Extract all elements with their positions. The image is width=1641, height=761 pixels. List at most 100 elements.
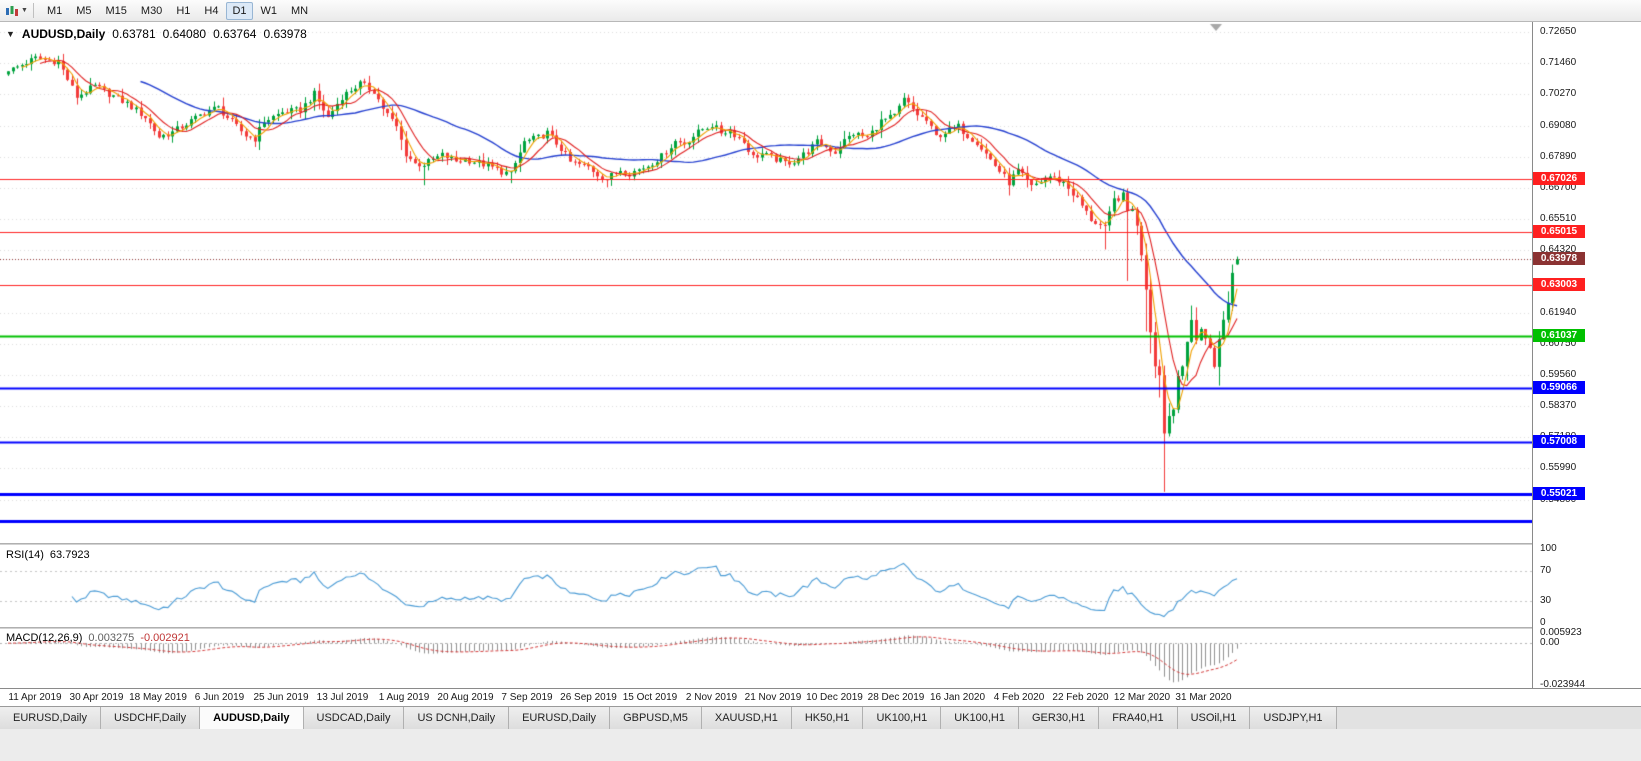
chart-tab-us dcnh[interactable]: US DCNH,Daily xyxy=(404,707,510,729)
date-axis-label: 22 Feb 2020 xyxy=(1052,692,1109,703)
date-axis-label: 13 Jul 2019 xyxy=(316,692,369,703)
price-axis-label: 0.58370 xyxy=(1540,400,1577,412)
rsi-value: 63.7923 xyxy=(49,549,90,561)
macd-panel-canvas[interactable] xyxy=(0,629,1532,687)
chart-tab-usoil[interactable]: USOil,H1 xyxy=(1177,707,1251,729)
timeframe-button-h4[interactable]: H4 xyxy=(204,4,219,17)
macd-signal-value: -0.002921 xyxy=(140,632,190,644)
price-axis-label: 0.71460 xyxy=(1540,57,1577,69)
candlestick-chart-glyph xyxy=(6,5,18,16)
timeframe-button-m5[interactable]: M5 xyxy=(76,4,92,17)
price-level-badge: 0.67026 xyxy=(1533,172,1585,186)
open-value: 0.63781 xyxy=(112,27,156,41)
chart-tab-uk100[interactable]: UK100,H1 xyxy=(863,707,942,729)
status-area xyxy=(0,729,1641,761)
date-axis-label: 16 Jan 2020 xyxy=(929,692,986,703)
date-axis-label: 10 Dec 2019 xyxy=(806,692,863,703)
rsi-axis-label: 100 xyxy=(1540,543,1557,554)
price-axis-label: 0.64320 xyxy=(1540,244,1577,256)
chart-tab-hk50[interactable]: HK50,H1 xyxy=(791,707,864,729)
chart-type-dropdown-icon[interactable]: ▼ xyxy=(21,7,28,14)
macd-axis-label: 0.005923 xyxy=(1540,626,1582,638)
macd-name: MACD(12,26,9) xyxy=(6,632,83,644)
price-chart-canvas[interactable] xyxy=(0,22,1532,543)
date-axis-label: 1 Aug 2019 xyxy=(378,692,430,703)
close-value: 0.63978 xyxy=(263,27,307,41)
date-axis-label: 21 Nov 2019 xyxy=(744,692,802,703)
price-level-badge: 0.61037 xyxy=(1533,329,1585,343)
chart-tab-eurusd[interactable]: EURUSD,Daily xyxy=(509,707,611,729)
price-level-badge: 0.65015 xyxy=(1533,225,1585,239)
price-level-badge: 0.63003 xyxy=(1533,277,1585,291)
timeframe-button-m15[interactable]: M15 xyxy=(105,4,127,17)
rsi-axis-label: 30 xyxy=(1540,594,1552,606)
price-level-badge: 0.55021 xyxy=(1533,486,1585,500)
chart-type-icon[interactable] xyxy=(3,3,21,19)
rsi-name: RSI(14) xyxy=(6,549,44,561)
price-axis[interactable]: 0.72650 0.71460 0.70270 0.69080 0.67890 0.667… xyxy=(1532,22,1641,691)
chart-tab-usdchf[interactable]: USDCHF,Daily xyxy=(100,707,201,729)
timeframes-toolbar: ▼ M1 M5 M15 M30 H1 H4 D1 W1 MN xyxy=(0,0,1641,22)
price-axis-label: 0.72650 xyxy=(1540,26,1577,37)
date-axis-label: 31 Mar 2020 xyxy=(1175,692,1232,703)
price-axis-label: 0.55990 xyxy=(1540,462,1577,474)
date-axis-label: 15 Oct 2019 xyxy=(622,692,678,703)
chart-tab-uk100[interactable]: UK100,H1 xyxy=(941,707,1019,729)
date-axis-label: 2 Nov 2019 xyxy=(685,692,738,703)
rsi-panel-canvas[interactable] xyxy=(0,545,1532,627)
date-axis-label: 30 Apr 2019 xyxy=(69,692,124,703)
timeframe-buttons-group: M1 M5 M15 M30 H1 H4 D1 W1 MN xyxy=(40,1,315,20)
price-axis-label: 0.69080 xyxy=(1540,119,1577,131)
date-axis-label: 20 Aug 2019 xyxy=(437,692,494,703)
high-value: 0.64080 xyxy=(162,27,207,41)
chart-tabs-bar: EURUSD,Daily USDCHF,Daily AUDUSD,Daily USDC… xyxy=(0,706,1641,729)
panel-splitter[interactable] xyxy=(0,543,1532,545)
price-axis-label: 0.70270 xyxy=(1540,88,1577,100)
timeframe-button-m1[interactable]: M1 xyxy=(46,4,63,17)
chart-symbol-label: AUDUSD,Daily xyxy=(21,27,106,41)
timeframe-button-h1[interactable]: H1 xyxy=(176,4,191,17)
price-level-badge: 0.57008 xyxy=(1533,434,1585,448)
timeframe-button-d1[interactable]: D1 xyxy=(226,1,253,20)
date-axis-label: 12 Mar 2020 xyxy=(1113,692,1171,703)
timeframe-button-w1[interactable]: W1 xyxy=(260,4,278,17)
chart-menu-icon[interactable]: ▼ xyxy=(6,29,15,39)
date-axis-label: 28 Dec 2019 xyxy=(867,692,925,703)
panel-splitter[interactable] xyxy=(0,627,1532,629)
chart-tab-audusd[interactable]: AUDUSD,Daily xyxy=(200,707,304,729)
date-axis-label: 25 Jun 2019 xyxy=(253,692,309,703)
macd-axis-label: -0.023944 xyxy=(1540,679,1586,691)
date-axis-label: 26 Sep 2019 xyxy=(560,692,617,703)
timeframe-button-mn[interactable]: MN xyxy=(291,4,309,17)
chart-window: ▼ AUDUSD,Daily 0.63781 0.64080 0.63764 0… xyxy=(0,22,1641,706)
chart-tab-eurusd[interactable]: EURUSD,Daily xyxy=(0,707,101,729)
chart-ohlc-title: ▼ AUDUSD,Daily 0.63781 0.64080 0.63764 0… xyxy=(6,27,307,41)
low-value: 0.63764 xyxy=(213,27,257,41)
timeframe-button-m30[interactable]: M30 xyxy=(140,4,163,17)
price-axis-label: 0.67890 xyxy=(1540,150,1577,162)
price-axis-label: 0.66700 xyxy=(1540,181,1577,193)
chart-tab-gbpusd[interactable]: GBPUSD,M5 xyxy=(610,707,702,729)
chart-tab-xauusd[interactable]: XAUUSD,H1 xyxy=(701,707,792,729)
chart-tab-ger30[interactable]: GER30,H1 xyxy=(1019,707,1100,729)
chart-tab-usdcad[interactable]: USDCAD,Daily xyxy=(303,707,405,729)
price-axis-label: 0.60750 xyxy=(1540,337,1577,349)
price-axis-label: 0.59560 xyxy=(1540,368,1577,380)
rsi-indicator-label: RSI(14) 63.7923 xyxy=(6,549,90,561)
date-axis-label: 6 Jun 2019 xyxy=(194,692,245,703)
macd-indicator-label: MACD(12,26,9) 0.003275 -0.002921 xyxy=(6,632,190,644)
date-axis-label: 7 Sep 2019 xyxy=(501,692,553,703)
toolbar-separator xyxy=(32,3,34,18)
time-axis[interactable]: 11 Apr 2019 30 Apr 2019 18 May 2019 6 Jun 2… xyxy=(0,688,1641,706)
chart-tab-usdjpy[interactable]: USDJPY,H1 xyxy=(1250,707,1337,729)
macd-main-value: 0.003275 xyxy=(88,632,135,644)
price-level-badge: 0.59066 xyxy=(1533,380,1585,394)
date-axis-label: 18 May 2019 xyxy=(129,692,187,703)
price-axis-label: 0.65510 xyxy=(1540,213,1577,225)
rsi-axis-label: 70 xyxy=(1540,565,1552,577)
price-level-badge: 0.63978 xyxy=(1533,252,1585,266)
date-axis-label: 11 Apr 2019 xyxy=(8,692,62,703)
rsi-axis-label: 0 xyxy=(1540,617,1546,628)
date-axis-label: 4 Feb 2020 xyxy=(993,692,1045,703)
chart-tab-fra40[interactable]: FRA40,H1 xyxy=(1099,707,1178,729)
